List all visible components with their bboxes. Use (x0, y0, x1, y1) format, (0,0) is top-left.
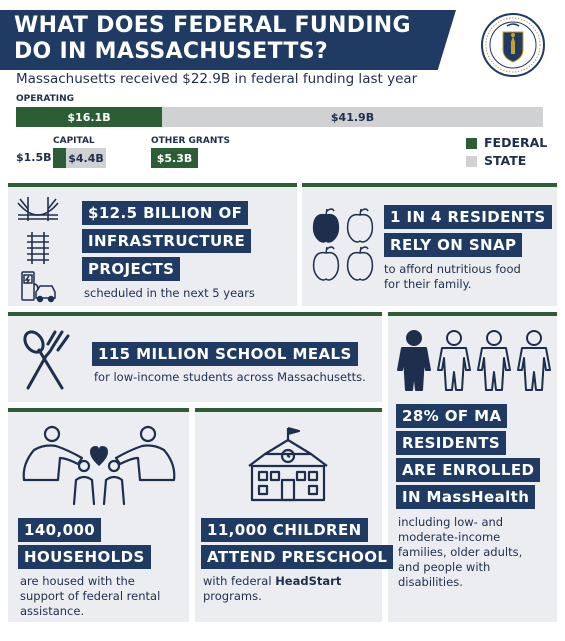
infrastructure-card: $12.5 BILLION OF INFRASTRUCTURE PROJECTS… (8, 183, 297, 306)
masshealth-headline-1: 28% OF MA (396, 404, 508, 428)
legend-state-label: STATE (484, 153, 527, 168)
preschool-description-1: with federal HeadStart (203, 574, 341, 589)
snap-headline-2: RELY ON SNAP (384, 233, 523, 257)
preschool-headline-1: 11,000 CHILDREN (201, 518, 368, 542)
railway-icon (27, 232, 49, 264)
infrastructure-headline-1: $12.5 BILLION OF (82, 201, 249, 225)
masshealth-description-2: moderate-income (398, 530, 501, 544)
school-building-icon (248, 426, 328, 502)
title-line-2: DO IN MASSACHUSETTS? (14, 39, 328, 64)
masshealth-headline-4: IN MassHealth (396, 485, 536, 509)
operating-state-bar: $41.9B (162, 107, 543, 127)
housing-description-3: assistance. (20, 604, 85, 618)
ev-charging-icon (21, 271, 56, 303)
spoon-fork-icon (23, 330, 70, 390)
masshealth-description-5: disabilities. (398, 575, 463, 589)
housing-description-2: support of federal rental (20, 589, 161, 603)
capital-label: CAPITAL (53, 136, 95, 146)
infrastructure-headline-3: PROJECTS (82, 257, 181, 281)
masshealth-description-1: including low- and (398, 515, 504, 529)
operating-federal-bar: $16.1B (16, 107, 162, 127)
massachusetts-seal-icon (481, 13, 545, 77)
masshealth-headline-3: ARE ENROLLED (396, 458, 541, 482)
masshealth-headline-2: RESIDENTS (396, 431, 507, 455)
operating-label: OPERATING (16, 94, 74, 104)
apple-icon (312, 208, 374, 281)
school-meals-description: for low-income students across Massachus… (94, 370, 366, 384)
preschool-description-prefix: with federal (203, 574, 276, 588)
snap-headline-1: 1 IN 4 RESIDENTS (384, 205, 552, 229)
person-icon (397, 330, 551, 391)
capital-federal-bar (53, 148, 66, 168)
housing-headline-1: 140,000 (18, 518, 102, 542)
legend-federal-label: FEDERAL (484, 135, 548, 150)
snap-card: 1 IN 4 RESIDENTS RELY ON SNAP to afford … (302, 183, 557, 306)
legend-state-swatch (466, 156, 477, 167)
masshealth-card: 28% OF MA RESIDENTS ARE ENROLLED IN Mass… (388, 312, 557, 622)
masshealth-description-3: families, older adults, (398, 545, 523, 559)
housing-headline-2: HOUSEHOLDS (18, 545, 151, 569)
other-grants-label: OTHER GRANTS (151, 136, 230, 146)
housing-card: 140,000 HOUSEHOLDS are housed with the s… (8, 408, 189, 622)
family-heart-icon (22, 425, 176, 506)
housing-description-1: are housed with the (20, 574, 135, 588)
bridge-icon (17, 197, 59, 221)
capital-federal-value: $1.5B (16, 151, 52, 164)
preschool-card: 11,000 CHILDREN ATTEND PRESCHOOL with fe… (195, 408, 394, 622)
snap-description-1: to afford nutritious food (384, 262, 521, 276)
snap-description-2: for their family. (384, 277, 472, 291)
headstart-label: HeadStart (275, 574, 342, 588)
school-meals-headline: 115 MILLION SCHOOL MEALS (92, 342, 358, 366)
school-meals-card: 115 MILLION SCHOOL MEALS for low-income … (8, 312, 382, 402)
infrastructure-headline-2: INFRASTRUCTURE (82, 229, 252, 253)
title-line-1: WHAT DOES FEDERAL FUNDING (14, 13, 411, 38)
infrastructure-description: scheduled in the next 5 years (84, 286, 255, 300)
subtitle: Massachusetts received $22.9B in federal… (16, 71, 418, 87)
preschool-description-2: programs. (203, 589, 262, 603)
capital-state-bar: $4.4B (66, 148, 106, 168)
title-banner: WHAT DOES FEDERAL FUNDING DO IN MASSACHU… (0, 10, 456, 70)
masshealth-description-4: and people with (398, 560, 491, 574)
preschool-headline-2: ATTEND PRESCHOOL (201, 545, 394, 569)
legend-federal-swatch (466, 138, 477, 149)
page-title: WHAT DOES FEDERAL FUNDING DO IN MASSACHU… (14, 13, 444, 65)
other-grants-federal-bar: $5.3B (151, 148, 198, 168)
